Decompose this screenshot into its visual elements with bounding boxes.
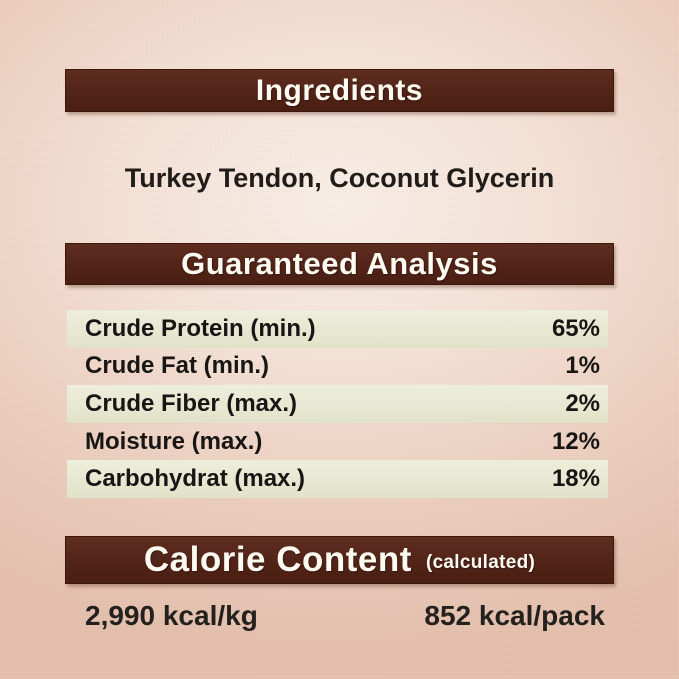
nutrient-label: Moisture (max.) [85,427,263,455]
nutrient-value: 65% [551,314,600,342]
ingredients-header-bar: Ingredients [65,69,614,112]
guaranteed-analysis-header-bar: Guaranteed Analysis [65,243,614,285]
calorie-content-subtitle: (calculated) [425,552,536,573]
table-row: Carbohydrat (max.) 18% [67,460,608,498]
nutrient-value: 1% [565,352,600,380]
calorie-content-header-bar: Calorie Content (calculated) [65,536,614,584]
nutrient-label: Carbohydrat (max.) [85,465,306,493]
nutrient-label: Crude Protein (min.) [85,314,316,342]
table-row: Moisture (max.) 12% [67,423,608,461]
kcal-per-pack-value: 852 kcal/pack [424,600,605,631]
calorie-values-row: 2,990 kcal/kg 852 kcal/pack [85,600,605,632]
guaranteed-analysis-table: Crude Protein (min.) 65% Crude Fat (min.… [67,310,608,498]
table-row: Crude Protein (min.) 65% [67,310,608,348]
nutrient-value: 12% [551,427,600,455]
guaranteed-analysis-title: Guaranteed Analysis [181,246,498,281]
ingredients-list: Turkey Tendon, Coconut Glycerin [124,163,555,193]
nutrient-value: 18% [551,465,600,493]
nutrient-label: Crude Fiber (max.) [85,389,298,417]
nutrient-label: Crude Fat (min.) [85,352,269,380]
table-row: Crude Fat (min.) 1% [67,348,608,386]
kcal-per-kg-value: 2,990 kcal/kg [85,600,258,631]
nutrient-value: 2% [565,389,600,417]
table-row: Crude Fiber (max.) 2% [67,385,608,423]
calorie-content-title: Calorie Content [143,540,412,579]
ingredients-title: Ingredients [255,73,424,107]
